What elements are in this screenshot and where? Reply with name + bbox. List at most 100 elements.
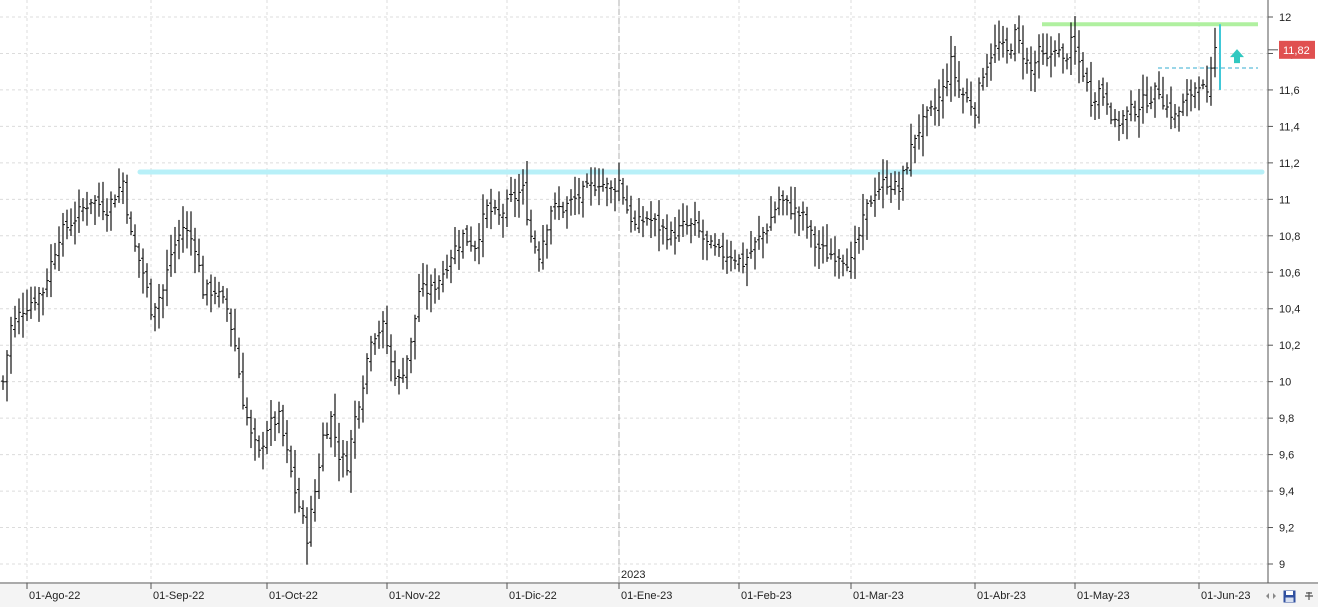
ohlc-bar bbox=[569, 189, 573, 216]
zoom-icon[interactable] bbox=[1264, 589, 1278, 603]
ohlc-bar bbox=[33, 286, 37, 311]
ohlc-bar bbox=[149, 278, 153, 320]
ohlc-bar bbox=[741, 242, 745, 274]
ohlc-bar bbox=[681, 203, 685, 237]
ohlc-bar bbox=[993, 24, 997, 64]
ohlc-bar bbox=[705, 230, 709, 261]
ohlc-bar bbox=[1001, 25, 1005, 58]
ohlc-bar bbox=[937, 79, 941, 127]
ohlc-bar bbox=[813, 226, 817, 267]
ohlc-bar bbox=[1197, 76, 1201, 111]
ohlc-bar bbox=[853, 225, 857, 279]
ohlc-bar bbox=[49, 244, 53, 298]
ohlc-bar bbox=[749, 230, 753, 259]
ohlc-bar bbox=[141, 248, 145, 294]
ohlc-bar bbox=[285, 420, 289, 464]
y-tick-label: 9 bbox=[1279, 559, 1285, 571]
ohlc-bar bbox=[77, 189, 81, 233]
ohlc-bar bbox=[685, 205, 689, 235]
ohlc-bar bbox=[837, 249, 841, 279]
ohlc-bar bbox=[765, 223, 769, 244]
ohlc-bar bbox=[1005, 27, 1009, 64]
ohlc-bar bbox=[661, 219, 665, 245]
ohlc-bar bbox=[545, 224, 549, 259]
y-tick-label: 9,8 bbox=[1279, 413, 1294, 425]
ohlc-bar bbox=[433, 268, 437, 304]
ohlc-bar bbox=[901, 165, 905, 201]
ohlc-bar bbox=[1205, 65, 1209, 103]
ohlc-bar bbox=[165, 249, 169, 307]
x-tick-label: 01-Nov-22 bbox=[389, 590, 440, 602]
ohlc-bar bbox=[549, 205, 553, 245]
y-tick-label: 9,6 bbox=[1279, 450, 1294, 462]
ohlc-bar bbox=[981, 67, 985, 91]
ohlc-bar bbox=[249, 409, 253, 449]
ohlc-bar bbox=[369, 335, 373, 372]
ohlc-bar bbox=[797, 206, 801, 236]
ohlc-bar bbox=[557, 186, 561, 221]
ohlc-bar bbox=[1125, 106, 1129, 140]
ohlc-bar bbox=[365, 353, 369, 395]
ohlc-bar bbox=[1053, 40, 1057, 67]
ohlc-bar bbox=[973, 102, 977, 129]
ohlc-bar bbox=[1149, 86, 1153, 110]
x-tick-label: 01-Oct-22 bbox=[269, 590, 318, 602]
ohlc-bar bbox=[281, 404, 285, 447]
ohlc-bar bbox=[205, 279, 209, 306]
ohlc-bar bbox=[609, 180, 613, 204]
ohlc-bar bbox=[637, 198, 641, 234]
ohlc-bar bbox=[333, 393, 337, 457]
ohlc-bar bbox=[481, 194, 485, 258]
x-tick-label: 01-Abr-23 bbox=[977, 590, 1026, 602]
ohlc-bar bbox=[925, 106, 929, 137]
ohlc-bar bbox=[521, 169, 525, 205]
ohlc-bar bbox=[129, 211, 133, 236]
ohlc-bar bbox=[585, 173, 589, 188]
y-tick-label: 9,2 bbox=[1279, 523, 1294, 535]
ohlc-bar bbox=[1101, 77, 1105, 106]
ohlc-bar bbox=[489, 188, 493, 230]
ohlc-bar bbox=[329, 411, 333, 448]
ohlc-bar bbox=[989, 43, 993, 81]
ohlc-bar bbox=[245, 397, 249, 426]
ohlc-bar bbox=[313, 479, 317, 522]
ohlc-bar bbox=[1193, 82, 1197, 109]
x-tick-label: 01-Sep-22 bbox=[153, 590, 204, 602]
save-icon[interactable] bbox=[1283, 589, 1297, 603]
ohlc-bar bbox=[733, 249, 737, 270]
ohlc-bar bbox=[265, 421, 269, 455]
ohlc-bar bbox=[85, 191, 89, 226]
ohlc-bar bbox=[577, 177, 581, 215]
ohlc-bar bbox=[1009, 43, 1013, 59]
ohlc-bar bbox=[517, 173, 521, 218]
ohlc-bar bbox=[885, 160, 889, 195]
ohlc-bar bbox=[1169, 86, 1173, 130]
ohlc-bar bbox=[825, 224, 829, 262]
ohlc-bar bbox=[37, 287, 41, 322]
ohlc-bar bbox=[57, 226, 61, 272]
y-tick-label: 11,6 bbox=[1279, 85, 1300, 97]
ohlc-bar bbox=[357, 401, 361, 429]
ohlc-bar bbox=[721, 232, 725, 270]
ohlc-bar bbox=[421, 263, 425, 297]
ohlc-bar bbox=[1017, 15, 1021, 54]
ohlc-bar bbox=[1085, 67, 1089, 92]
ohlc-bar bbox=[393, 350, 397, 387]
ohlc-bar bbox=[1081, 52, 1085, 82]
ohlc-bar bbox=[753, 237, 757, 270]
ohlc-bar bbox=[41, 287, 45, 316]
ohlc-bar bbox=[1089, 61, 1093, 117]
ohlc-bar bbox=[289, 445, 293, 478]
ohlc-bar bbox=[1181, 93, 1185, 116]
ohlc-bar bbox=[789, 186, 793, 220]
ohlc-bar bbox=[717, 239, 721, 257]
ohlc-bar bbox=[669, 221, 673, 246]
ohlc-bar bbox=[745, 248, 749, 287]
ohlc-bar bbox=[337, 422, 341, 482]
ohlc-bar bbox=[593, 167, 597, 197]
ohlc-bar bbox=[965, 78, 969, 103]
ohlc-bar bbox=[309, 495, 313, 547]
ohlc-bar bbox=[601, 168, 605, 192]
pin-icon[interactable] bbox=[1302, 589, 1316, 603]
